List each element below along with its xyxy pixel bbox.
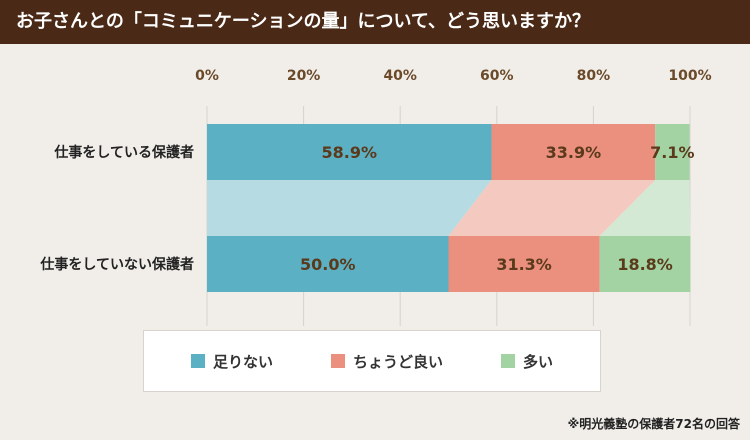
x-tick-label-3: 60% [480, 68, 514, 84]
connector-2 [599, 180, 691, 236]
legend-item-too-few: 足りない [190, 351, 273, 372]
chart-header: お子さんとの「コミュニケーションの量」について、どう思いますか？ [0, 0, 750, 44]
bar-value-label-0-2: 7.1% [650, 143, 694, 162]
bar-value-label-1-2: 18.8% [617, 255, 673, 274]
bar-value-label-1-1: 31.3% [496, 255, 552, 274]
connector-1 [448, 180, 656, 236]
legend-item-too-many: 多い [500, 351, 553, 372]
bar-value-label-0-0: 58.9% [321, 143, 377, 162]
category-label-1: 仕事をしていない保護者 [39, 256, 194, 273]
legend-label-too-few: 足りない [212, 352, 273, 371]
legend: 足りない ちょうど良い 多い [143, 330, 601, 392]
stacked-bar-chart: 0% 20% 40% 60% 80% 100% 仕事をしている保護者 58.9% 33.9% 7.… [39, 68, 712, 326]
legend-label-too-many: 多い [522, 352, 553, 371]
bar-1-1 [448, 236, 600, 292]
bar-0-2 [655, 124, 690, 180]
bar-value-label-0-1: 33.9% [546, 143, 602, 162]
legend-label-just-right: ちょうど良い [352, 352, 443, 371]
bar-0-0 [207, 124, 492, 180]
connector-0 [207, 180, 492, 236]
x-tick-label-0: 0% [195, 68, 219, 84]
legend-item-just-right: ちょうど良い [330, 351, 443, 372]
legend-swatch-too-many [500, 354, 515, 368]
legend-swatch-too-few [190, 354, 205, 368]
bar-0-1 [491, 124, 656, 180]
x-tick-label-2: 40% [383, 68, 417, 84]
legend-swatch-just-right [330, 354, 345, 368]
bar-1-2 [599, 236, 691, 292]
bar-1-0 [207, 236, 449, 292]
footnote: ※明光義塾の保護者72名の回答 [567, 417, 740, 431]
x-tick-label-5: 100% [668, 68, 711, 84]
bar-value-label-1-0: 50.0% [300, 255, 356, 274]
chart-title: お子さんとの「コミュニケーションの量」について、どう思いますか？ [16, 11, 591, 32]
x-tick-label-4: 80% [577, 68, 611, 84]
category-label-0: 仕事をしている保護者 [53, 144, 194, 161]
x-tick-label-1: 20% [287, 68, 321, 84]
